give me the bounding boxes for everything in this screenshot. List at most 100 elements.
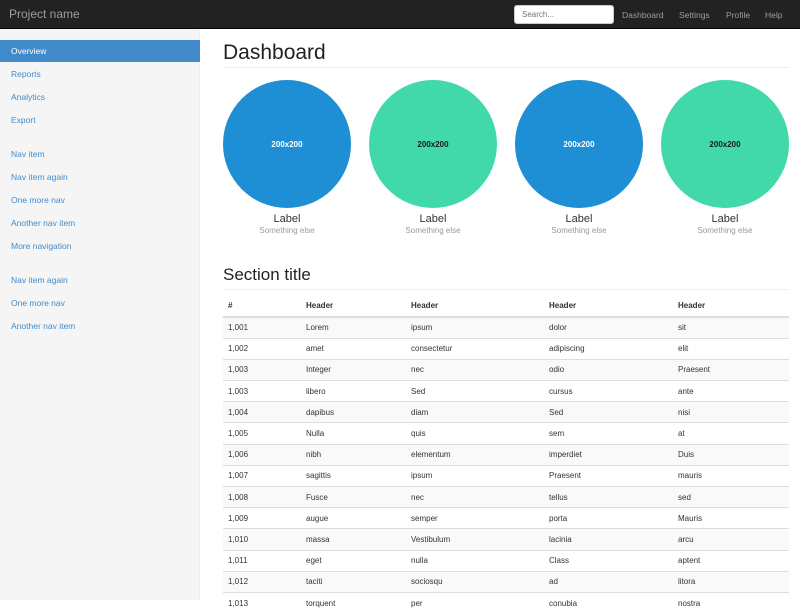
placeholder-image: 200x200: [515, 80, 643, 208]
table-row: 1,010 massa Vestibulum lacinia arcu: [223, 528, 789, 551]
placeholder-label: Label: [711, 213, 739, 225]
table-cell: 1,008: [223, 485, 301, 508]
table-cell: Lorem: [301, 316, 406, 339]
divider: [223, 67, 789, 68]
table-cell: porta: [544, 507, 673, 529]
placeholder-sublabel: Something else: [405, 226, 461, 235]
table-cell: Nulla: [301, 422, 406, 445]
column-header: #: [223, 295, 301, 318]
table-cell: ipsum: [406, 316, 544, 339]
nav-settings[interactable]: Settings: [679, 10, 710, 20]
table-cell: conubia: [544, 591, 673, 614]
placeholder-size: 200x200: [271, 139, 303, 149]
table-cell: quis: [406, 422, 544, 445]
table-cell: ante: [673, 380, 789, 402]
sidebar-item[interactable]: One more nav: [11, 298, 65, 308]
sidebar-item[interactable]: Reports: [11, 69, 41, 79]
table-row: 1,001 Lorem ipsum dolor sit: [223, 316, 789, 339]
table-cell: augue: [301, 507, 406, 529]
table-cell: at: [673, 422, 789, 445]
placeholder-card: 200x200 Label Something else: [369, 80, 497, 235]
placeholder-image: 200x200: [369, 80, 497, 208]
placeholder-image: 200x200: [223, 80, 351, 208]
table-cell: Sed: [406, 380, 544, 402]
table-cell: 1,006: [223, 443, 301, 466]
table-cell: elit: [673, 337, 789, 360]
table-cell: sit: [673, 316, 789, 339]
table-header-row: # Header Header Header Header: [223, 295, 789, 318]
table-cell: elementum: [406, 443, 544, 466]
nav-profile[interactable]: Profile: [726, 10, 751, 20]
sidebar-item[interactable]: Analytics: [11, 92, 46, 102]
table-row: 1,003 Integer nec odio Praesent: [223, 358, 789, 381]
table-cell: taciti: [301, 570, 406, 593]
table-row: 1,011 eget nulla Class aptent: [223, 549, 789, 572]
column-header: Header: [301, 295, 406, 318]
table-cell: arcu: [673, 528, 789, 551]
table-row: 1,002 amet consectetur adipiscing elit: [223, 337, 789, 360]
table-cell: nibh: [301, 443, 406, 466]
sidebar-item[interactable]: Nav item: [11, 149, 45, 159]
table-cell: sem: [544, 422, 673, 445]
table-row: 1,003 libero Sed cursus ante: [223, 380, 789, 402]
sidebar-item[interactable]: More navigation: [11, 241, 72, 251]
top-navbar: Project name Dashboard Settings Profile …: [0, 0, 800, 29]
sidebar-item[interactable]: Another nav item: [11, 218, 76, 228]
placeholder-sublabel: Something else: [551, 226, 607, 235]
sidebar: Overview Reports Analytics Export Nav item Na…: [0, 29, 200, 600]
nav-help[interactable]: Help: [765, 10, 783, 20]
placeholder-size: 200x200: [709, 139, 741, 149]
table-cell: massa: [301, 528, 406, 551]
table-cell: ad: [544, 570, 673, 593]
table-cell: 1,004: [223, 401, 301, 423]
placeholder-card: 200x200 Label Something else: [223, 80, 351, 235]
table-cell: odio: [544, 358, 673, 381]
table-cell: torquent: [301, 591, 406, 614]
sidebar-item[interactable]: Nav item again: [11, 172, 68, 182]
table-cell: 1,009: [223, 507, 301, 529]
table-cell: diam: [406, 401, 544, 423]
table-cell: Sed: [544, 401, 673, 423]
sidebar-item[interactable]: Another nav item: [11, 321, 76, 331]
placeholder-label: Label: [273, 213, 301, 225]
sidebar-item[interactable]: Nav item again: [11, 275, 68, 285]
table-cell: consectetur: [406, 337, 544, 360]
table-cell: imperdiet: [544, 443, 673, 466]
table-cell: dapibus: [301, 401, 406, 423]
table-cell: sagittis: [301, 464, 406, 487]
column-header: Header: [544, 295, 673, 318]
table-cell: 1,002: [223, 337, 301, 360]
section-title: Section title: [223, 265, 311, 284]
table-cell: Integer: [301, 358, 406, 381]
table-cell: eget: [301, 549, 406, 572]
placeholder-sublabel: Something else: [259, 226, 315, 235]
table-cell: lacinia: [544, 528, 673, 551]
table-cell: sociosqu: [406, 570, 544, 593]
table-cell: 1,007: [223, 464, 301, 487]
placeholder-size: 200x200: [563, 139, 595, 149]
table-row: 1,006 nibh elementum imperdiet Duis: [223, 443, 789, 466]
page-title: Dashboard: [223, 41, 326, 64]
brand-link[interactable]: Project name: [9, 7, 80, 21]
table-cell: nostra: [673, 591, 789, 614]
table-cell: Praesent: [673, 358, 789, 381]
table-cell: dolor: [544, 316, 673, 339]
table-row: 1,004 dapibus diam Sed nisi: [223, 401, 789, 423]
table-cell: libero: [301, 380, 406, 402]
data-table: # Header Header Header Header 1,001 Lorem…: [223, 295, 789, 614]
nav-dashboard[interactable]: Dashboard: [622, 10, 664, 20]
placeholder-image: 200x200: [661, 80, 789, 208]
sidebar-item[interactable]: One more nav: [11, 195, 65, 205]
table-cell: semper: [406, 507, 544, 529]
table-cell: Praesent: [544, 464, 673, 487]
table-cell: ipsum: [406, 464, 544, 487]
table-cell: Fusce: [301, 485, 406, 508]
table-cell: per: [406, 591, 544, 614]
table-cell: nisi: [673, 401, 789, 423]
sidebar-item[interactable]: Overview: [0, 40, 200, 62]
placeholder-card: 200x200 Label Something else: [661, 80, 789, 235]
table-row: 1,013 torquent per conubia nostra: [223, 591, 789, 614]
sidebar-item[interactable]: Export: [11, 115, 36, 125]
search-input[interactable]: [514, 5, 614, 24]
table-cell: 1,010: [223, 528, 301, 551]
